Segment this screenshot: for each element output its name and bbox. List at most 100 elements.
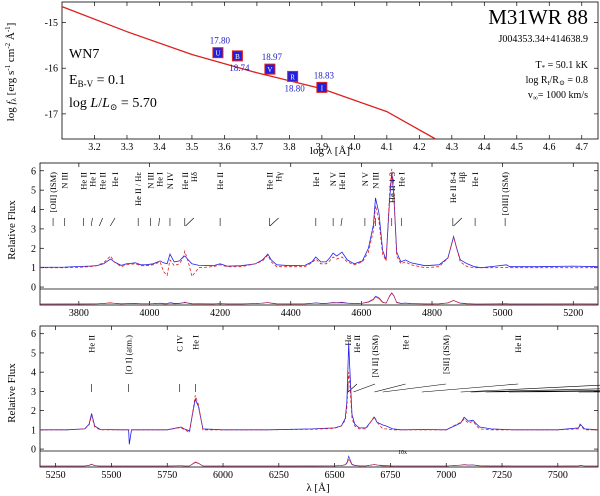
phot-mag-label: 18.80 (285, 83, 306, 93)
y-tick-label: -16 (45, 64, 58, 75)
line-marker (485, 390, 600, 393)
y-tick-label: 5 (31, 186, 36, 197)
line-label: N IV (165, 171, 175, 189)
inset-model (40, 458, 598, 467)
phot-band-label: B (235, 53, 240, 61)
x-tick-label: 3.7 (251, 142, 264, 153)
x-tick-label: 7250 (492, 470, 512, 481)
sed-frame (61, 1, 599, 140)
red-spectrum-panel: 5250 5500 5750 6000 6250 6500 6750 7000 7250 7500… (6, 325, 600, 494)
x-tick-label: 6750 (380, 470, 400, 481)
phot-marker-U (212, 47, 224, 59)
sed-curves (61, 5, 436, 140)
line-label: He I (110, 172, 120, 187)
phot-mag-label: 18.74 (229, 63, 250, 73)
y-tick-label: 6 (31, 329, 36, 340)
phot-band-label: U (215, 50, 220, 58)
line-marker (90, 217, 93, 227)
line-label: N V (328, 171, 338, 186)
param-rt: log Rt/R⊙ = 0.8 (526, 75, 588, 87)
line-label: [OIII] (ISM) (500, 172, 510, 215)
red-frame (39, 325, 599, 468)
param-vinf: v∞= 1000 km/s (528, 90, 588, 102)
x-tick-label: 4.7 (576, 142, 589, 153)
x-tick-label: 4.1 (381, 142, 394, 153)
line-marker (99, 217, 103, 227)
y-tick-label: 4 (31, 368, 36, 379)
red-xlabel: λ [Å] (306, 482, 329, 494)
line-label: He II 8-4 (448, 171, 458, 203)
red-curves (40, 343, 599, 467)
x-tick-label: 4800 (422, 308, 442, 319)
x-tick-label: 6250 (269, 470, 289, 481)
line-marker (340, 217, 343, 227)
line-label: N III (371, 172, 381, 189)
line-label: He I (155, 172, 165, 187)
x-tick-label: 7000 (436, 470, 456, 481)
param-teff: T* = 50.1 kK (536, 60, 589, 72)
line-label: He I (87, 172, 97, 187)
sed-model-line (61, 5, 436, 140)
series-model (40, 168, 598, 278)
blue-curves (39, 168, 599, 305)
y-tick-label: 0 (31, 445, 36, 456)
star-id: J004353.34+414638.9 (498, 34, 588, 45)
blue-ylabel: Relative Flux (6, 200, 18, 260)
line-label: Hβ (457, 172, 467, 182)
line-label: He II (337, 172, 347, 190)
x-tick-label: 4.0 (348, 142, 361, 153)
sed-panel: 3.2 3.3 3.4 3.5 3.6 3.7 3.8 3.9 4.0 4.1 4.2 4.3 4.4 4… (4, 1, 599, 157)
x-tick-label: 3.3 (121, 142, 134, 153)
phot-marker-B (231, 50, 243, 62)
line-label: He II (87, 335, 97, 353)
x-tick-label: 3.5 (186, 142, 199, 153)
x-tick-label: 4600 (351, 308, 371, 319)
x-tick-label: 5200 (563, 308, 583, 319)
x-tick-label: 3.8 (283, 142, 296, 153)
line-marker (185, 217, 195, 227)
line-label: [OII] (ISM) (48, 172, 58, 213)
sed-ticks: 3.2 3.3 3.4 3.5 3.6 3.7 3.8 3.9 4.0 4.1 4.2 4.3 4.4 4… (45, 2, 598, 153)
y-tick-label: 2 (31, 244, 36, 255)
line-label: He I (396, 172, 406, 187)
line-label: N III (60, 172, 70, 189)
line-marker (470, 388, 600, 393)
line-label: He II (265, 172, 275, 190)
y-tick-label: 1 (31, 425, 36, 436)
line-label: He II (513, 335, 523, 353)
line-label: Hδ (189, 172, 199, 182)
line-label: C IV (175, 334, 185, 352)
line-marker (453, 217, 463, 227)
phot-marker-V (264, 63, 276, 75)
x-tick-label: 4400 (281, 308, 301, 319)
luminosity: log L/L⊙ = 5.70 (69, 96, 157, 112)
inset-observed (40, 455, 599, 467)
y-tick-label: 3 (31, 224, 36, 235)
spectral-type: WN7 (69, 47, 99, 62)
x-tick-label: 5250 (46, 470, 66, 481)
x-tick-label: 4.4 (478, 142, 491, 153)
red-ylabel: Relative Flux (6, 363, 18, 423)
red-line-ids: He II [O I] (atm.) C IV He I Hα He II [N II] (… (87, 334, 600, 393)
phot-mag-label: 18.83 (314, 70, 335, 80)
line-label: He II (352, 335, 362, 353)
phot-band-label: R (290, 73, 295, 81)
line-marker (110, 217, 116, 227)
y-tick-label: 5 (31, 348, 36, 359)
x-tick-label: 7500 (548, 470, 568, 481)
line-label: He I (401, 335, 411, 350)
x-tick-label: 5750 (157, 470, 177, 481)
line-label: He II (180, 172, 190, 190)
series-observed (39, 172, 599, 269)
phot-marker-I (316, 81, 328, 93)
line-label: He I (311, 172, 321, 187)
inset-observed (39, 292, 599, 305)
sed-ylabel: log fλ [erg s-1 cm-2 Å-1] (4, 23, 18, 122)
blue-frame (39, 162, 599, 306)
line-label: He II (215, 172, 225, 190)
y-tick-label: -17 (45, 109, 58, 120)
x-tick-label: 3.4 (153, 142, 166, 153)
x-tick-label: 4200 (210, 308, 230, 319)
sed-photometry: U 17.80 B 18.74 V 18.97 R 18.80 I 18.83 (210, 36, 335, 94)
